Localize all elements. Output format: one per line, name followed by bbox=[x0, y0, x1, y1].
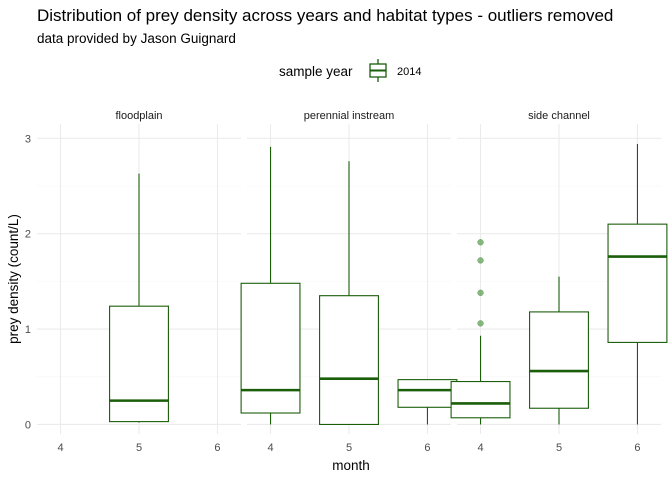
x-tick-label: 4 bbox=[57, 442, 63, 454]
facet-panel-floodplain: floodplain 4 5 6 bbox=[37, 110, 241, 454]
box-month-5 bbox=[319, 161, 379, 426]
legend-entry-label: 2014 bbox=[397, 66, 421, 78]
outlier-point bbox=[477, 289, 484, 296]
box-iqr bbox=[397, 379, 458, 408]
facet-strip-label: side channel bbox=[528, 110, 590, 122]
y-tick-label: 0 bbox=[25, 419, 31, 431]
chart-title: Distribution of prey density across year… bbox=[37, 6, 613, 25]
x-tick-label: 4 bbox=[477, 442, 483, 454]
facet-panel-perennial-instream: perennial instream 4 5 6 bbox=[240, 110, 458, 454]
box-iqr bbox=[529, 311, 589, 409]
y-axis-label: prey density (count/L) bbox=[6, 214, 21, 344]
box-month-6 bbox=[607, 144, 668, 425]
box-iqr bbox=[109, 305, 169, 423]
y-tick-label: 2 bbox=[25, 229, 31, 241]
box-month-6 bbox=[397, 379, 458, 425]
box-month-4 bbox=[450, 239, 511, 425]
y-tick-label: 3 bbox=[25, 133, 31, 145]
legend: sample year 2014 bbox=[279, 59, 421, 82]
box-iqr bbox=[240, 282, 301, 414]
x-tick-label: 6 bbox=[634, 442, 640, 454]
x-tick-label: 5 bbox=[346, 442, 352, 454]
outlier-point bbox=[477, 239, 484, 246]
legend-key bbox=[369, 59, 387, 82]
legend-title: sample year bbox=[279, 64, 353, 79]
box-month-5 bbox=[109, 173, 169, 423]
facet-panel-side-channel: side channel 4 5 6 bbox=[450, 110, 668, 454]
box-month-5 bbox=[529, 276, 589, 425]
x-tick-label: 6 bbox=[214, 442, 220, 454]
x-tick-label: 5 bbox=[136, 442, 142, 454]
x-tick-label: 6 bbox=[424, 442, 430, 454]
facet-strip-label: perennial instream bbox=[304, 110, 395, 122]
x-tick-label: 5 bbox=[556, 442, 562, 454]
x-tick-label: 4 bbox=[267, 442, 273, 454]
box-month-4 bbox=[240, 146, 301, 425]
facet-strip-label: floodplain bbox=[115, 110, 162, 122]
x-axis-label: month bbox=[332, 458, 370, 473]
box-iqr bbox=[319, 295, 379, 426]
outlier-point bbox=[477, 257, 484, 264]
y-tick-label: 1 bbox=[25, 324, 31, 336]
outlier-point bbox=[477, 320, 484, 327]
chart-subtitle: data provided by Jason Guignard bbox=[37, 31, 236, 46]
box-iqr bbox=[450, 380, 511, 419]
box-iqr bbox=[607, 223, 668, 343]
